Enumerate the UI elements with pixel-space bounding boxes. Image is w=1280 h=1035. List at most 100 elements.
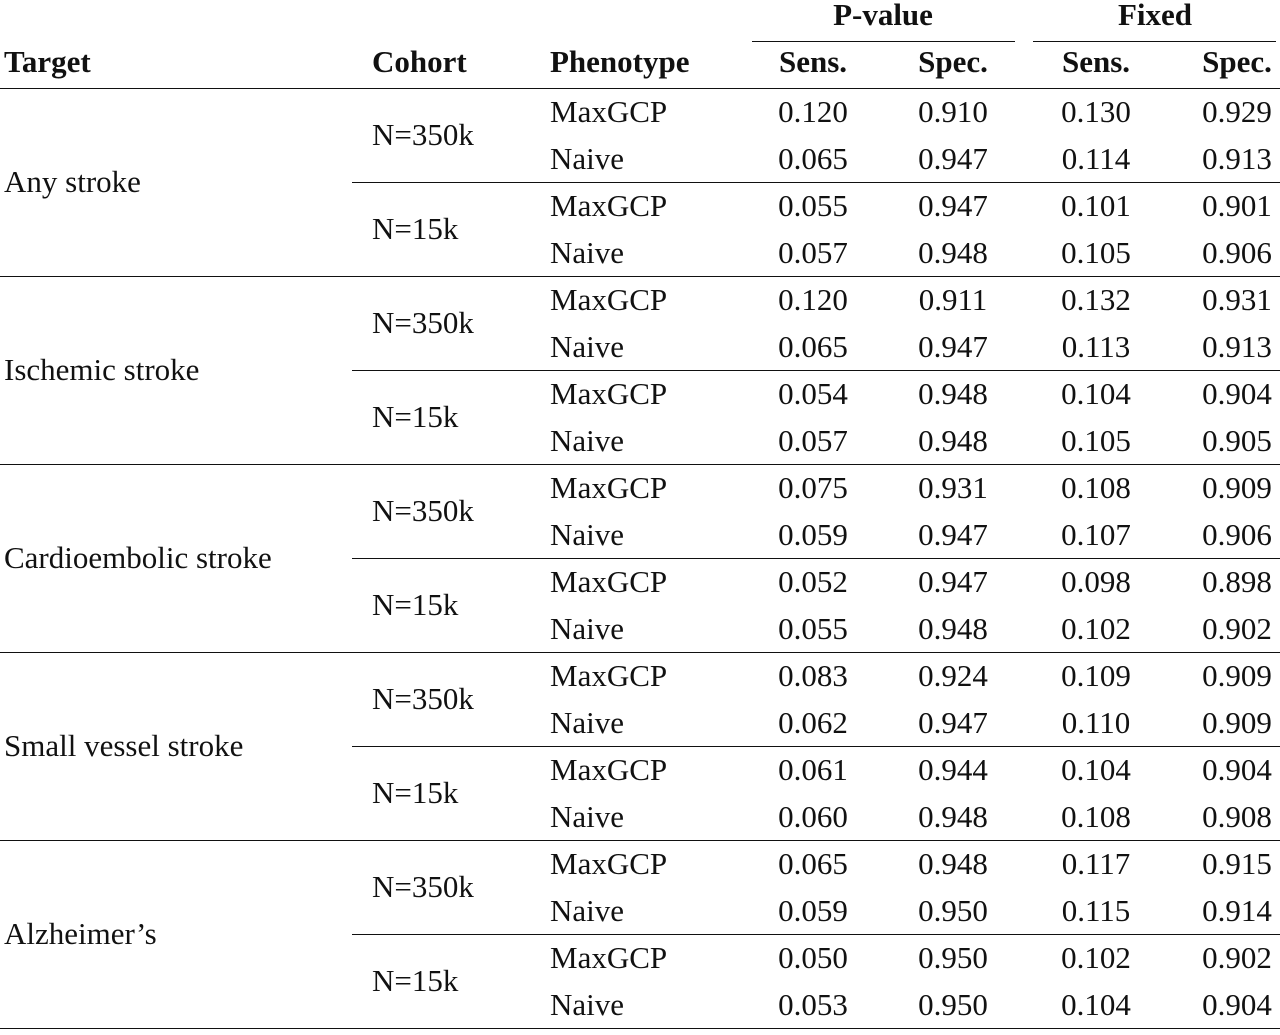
value-cell: 0.948 — [918, 375, 988, 411]
rule — [0, 276, 1280, 277]
phenotype-cell: MaxGCP — [550, 845, 668, 881]
value-cell: 0.110 — [1061, 704, 1131, 740]
value-cell: 0.947 — [918, 563, 988, 599]
target-cell: Cardioembolic stroke — [4, 540, 272, 575]
value-cell: 0.948 — [918, 422, 988, 458]
value-cell: 0.105 — [1061, 234, 1131, 270]
group-header: P-value — [833, 0, 933, 32]
rule — [0, 464, 1280, 465]
value-cell: 0.906 — [1202, 516, 1272, 552]
value-cell: 0.909 — [1202, 469, 1272, 505]
cohort-cell: N=15k — [372, 963, 459, 998]
value-cell: 0.053 — [778, 986, 848, 1022]
group-header: Fixed — [1117, 0, 1193, 32]
cohort-cell: N=15k — [372, 775, 459, 810]
value-cell: 0.910 — [918, 93, 988, 129]
phenotype-cell: MaxGCP — [550, 469, 668, 505]
rule — [1033, 41, 1276, 42]
column-header: Sens. — [778, 44, 848, 79]
value-cell: 0.057 — [778, 422, 848, 458]
value-cell: 0.950 — [918, 986, 988, 1022]
phenotype-cell: Naive — [550, 140, 625, 176]
phenotype-cell: Naive — [550, 610, 625, 646]
value-cell: 0.117 — [1061, 845, 1131, 881]
value-cell: 0.065 — [778, 140, 848, 176]
target-cell: Ischemic stroke — [4, 352, 200, 387]
phenotype-cell: MaxGCP — [550, 187, 668, 223]
value-cell: 0.132 — [1061, 281, 1131, 317]
phenotype-cell: Naive — [550, 328, 625, 364]
value-cell: 0.906 — [1202, 234, 1272, 270]
value-cell: 0.065 — [778, 328, 848, 364]
value-cell: 0.914 — [1202, 892, 1272, 928]
value-cell: 0.931 — [1202, 281, 1272, 317]
phenotype-cell: MaxGCP — [550, 93, 668, 129]
value-cell: 0.115 — [1061, 892, 1131, 928]
phenotype-cell: Naive — [550, 892, 625, 928]
column-header: Sens. — [1061, 44, 1131, 79]
value-cell: 0.911 — [918, 281, 988, 317]
value-cell: 0.931 — [918, 469, 988, 505]
target-cell: Any stroke — [4, 164, 141, 199]
value-cell: 0.062 — [778, 704, 848, 740]
value-cell: 0.060 — [778, 798, 848, 834]
cohort-cell: N=15k — [372, 587, 459, 622]
value-cell: 0.901 — [1202, 187, 1272, 223]
value-cell: 0.947 — [918, 187, 988, 223]
rule — [752, 41, 1015, 42]
value-cell: 0.130 — [1061, 93, 1131, 129]
cohort-cell: N=15k — [372, 211, 459, 246]
value-cell: 0.908 — [1202, 798, 1272, 834]
rule — [352, 746, 1280, 747]
column-header: Target — [4, 44, 91, 79]
value-cell: 0.898 — [1202, 563, 1272, 599]
value-cell: 0.947 — [918, 516, 988, 552]
phenotype-cell: MaxGCP — [550, 375, 668, 411]
phenotype-cell: MaxGCP — [550, 751, 668, 787]
value-cell: 0.104 — [1061, 375, 1131, 411]
value-cell: 0.059 — [778, 892, 848, 928]
value-cell: 0.947 — [918, 328, 988, 364]
value-cell: 0.104 — [1061, 986, 1131, 1022]
rule — [352, 934, 1280, 935]
value-cell: 0.057 — [778, 234, 848, 270]
phenotype-cell: Naive — [550, 704, 625, 740]
phenotype-cell: MaxGCP — [550, 939, 668, 975]
value-cell: 0.107 — [1061, 516, 1131, 552]
value-cell: 0.050 — [778, 939, 848, 975]
value-cell: 0.120 — [778, 281, 848, 317]
phenotype-cell: MaxGCP — [550, 657, 668, 693]
column-header: Phenotype — [550, 44, 690, 79]
value-cell: 0.929 — [1202, 93, 1272, 129]
value-cell: 0.120 — [778, 93, 848, 129]
value-cell: 0.904 — [1202, 375, 1272, 411]
value-cell: 0.904 — [1202, 751, 1272, 787]
phenotype-cell: Naive — [550, 516, 625, 552]
rule — [352, 370, 1280, 371]
value-cell: 0.948 — [918, 234, 988, 270]
phenotype-cell: Naive — [550, 234, 625, 270]
value-cell: 0.913 — [1202, 140, 1272, 176]
phenotype-cell: MaxGCP — [550, 563, 668, 599]
value-cell: 0.109 — [1061, 657, 1131, 693]
value-cell: 0.054 — [778, 375, 848, 411]
cohort-cell: N=15k — [372, 399, 459, 434]
value-cell: 0.948 — [918, 610, 988, 646]
value-cell: 0.947 — [918, 704, 988, 740]
target-cell: Alzheimer’s — [4, 916, 157, 951]
rule — [0, 1028, 1280, 1029]
value-cell: 0.947 — [918, 140, 988, 176]
column-header: Cohort — [372, 44, 467, 79]
phenotype-cell: MaxGCP — [550, 281, 668, 317]
value-cell: 0.902 — [1202, 610, 1272, 646]
phenotype-cell: Naive — [550, 986, 625, 1022]
value-cell: 0.108 — [1061, 798, 1131, 834]
value-cell: 0.059 — [778, 516, 848, 552]
value-cell: 0.105 — [1061, 422, 1131, 458]
rule — [352, 182, 1280, 183]
value-cell: 0.083 — [778, 657, 848, 693]
value-cell: 0.904 — [1202, 986, 1272, 1022]
cohort-cell: N=350k — [372, 117, 474, 152]
value-cell: 0.948 — [918, 798, 988, 834]
